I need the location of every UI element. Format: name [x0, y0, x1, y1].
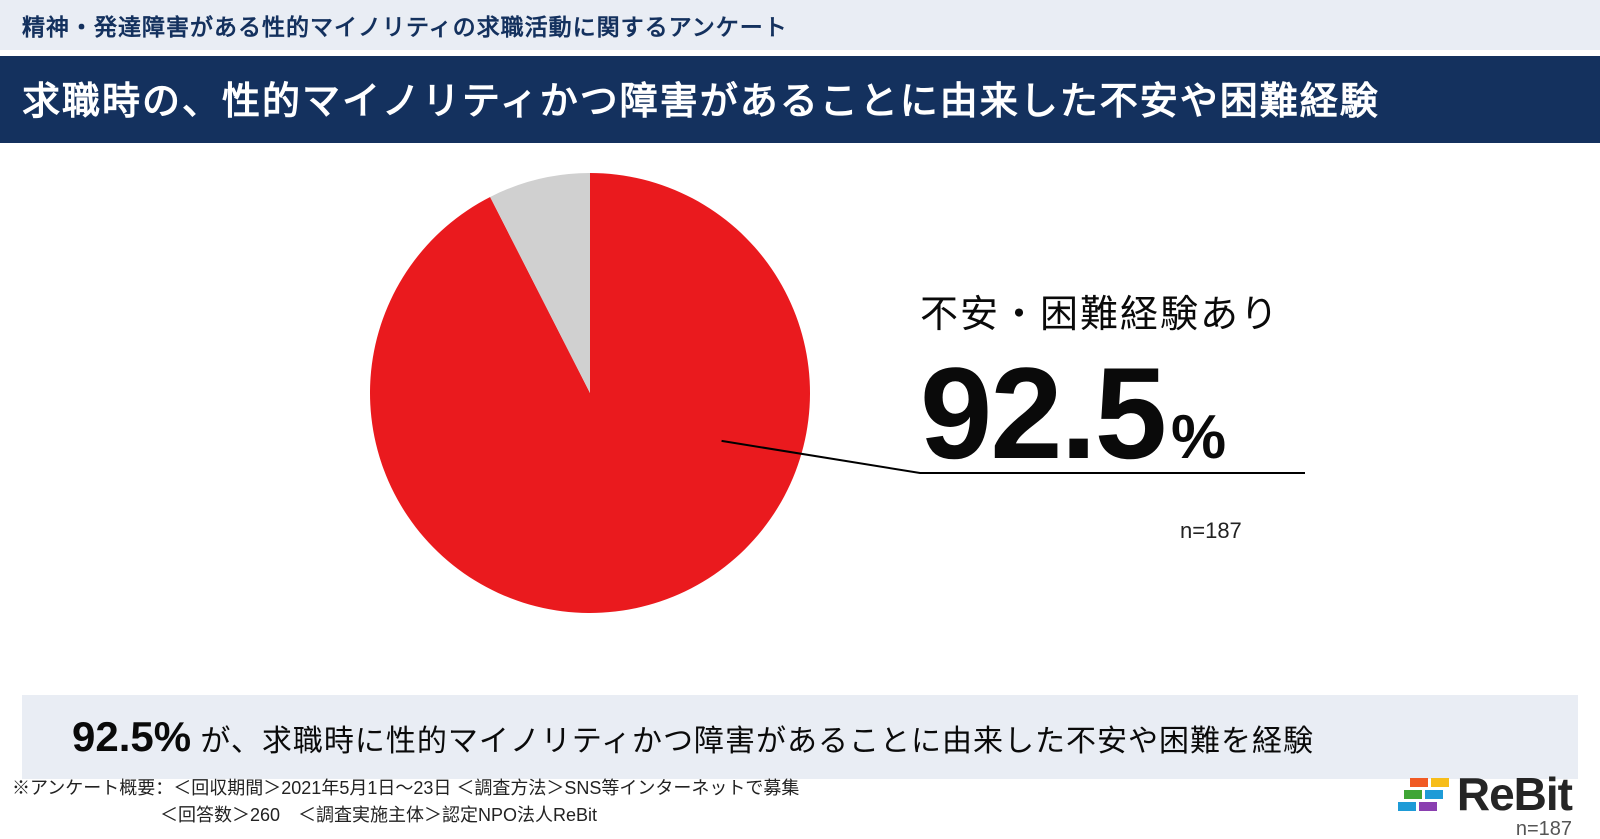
logo-text: ReBit — [1457, 767, 1572, 821]
callout-label: 不安・困難経験あり — [920, 283, 1480, 338]
main-title-bar: 求職時の、性的マイノリティかつ障害があることに由来した不安や困難経験 — [0, 56, 1600, 143]
summary-bar: 92.5% が、求職時に性的マイノリティかつ障害があることに由来した不安や困難を… — [22, 695, 1578, 779]
pie-svg — [370, 173, 810, 613]
footnote-line2: ＜回答数＞260 ＜調査実施主体＞認定NPO法人ReBit — [160, 802, 799, 829]
main-title: 求職時の、性的マイノリティかつ障害があることに由来した不安や困難経験 — [22, 70, 1578, 125]
callout: 不安・困難経験あり 92.5% n=187 — [920, 283, 1480, 544]
survey-title: 精神・発達障害がある性的マイノリティの求職活動に関するアンケート — [22, 8, 1578, 42]
footnote-line1: ※アンケート概要：＜回収期間＞2021年5月1日〜23日 ＜調査方法＞SNS等イ… — [12, 775, 799, 802]
rebit-logo: ReBit — [1398, 767, 1572, 821]
callout-value: 92.5 — [920, 340, 1165, 486]
n-label: n=187 — [1180, 518, 1480, 544]
summary-text: が、求職時に性的マイノリティかつ障害があることに由来した不安や困難を経験 — [191, 725, 1314, 758]
survey-title-bar: 精神・発達障害がある性的マイノリティの求職活動に関するアンケート — [0, 0, 1600, 50]
callout-value-row: 92.5% — [920, 348, 1480, 478]
n-bottom-label: n=187 — [1516, 818, 1572, 839]
slide-page: 精神・発達障害がある性的マイノリティの求職活動に関するアンケート 求職時の、性的… — [0, 0, 1600, 839]
pie-chart — [370, 173, 810, 613]
logo-mark-icon — [1398, 778, 1449, 811]
summary-strong: 92.5% — [72, 713, 191, 760]
callout-unit: % — [1171, 403, 1226, 472]
chart-area: 不安・困難経験あり 92.5% n=187 — [0, 143, 1600, 663]
footnote: ※アンケート概要：＜回収期間＞2021年5月1日〜23日 ＜調査方法＞SNS等イ… — [12, 775, 799, 829]
